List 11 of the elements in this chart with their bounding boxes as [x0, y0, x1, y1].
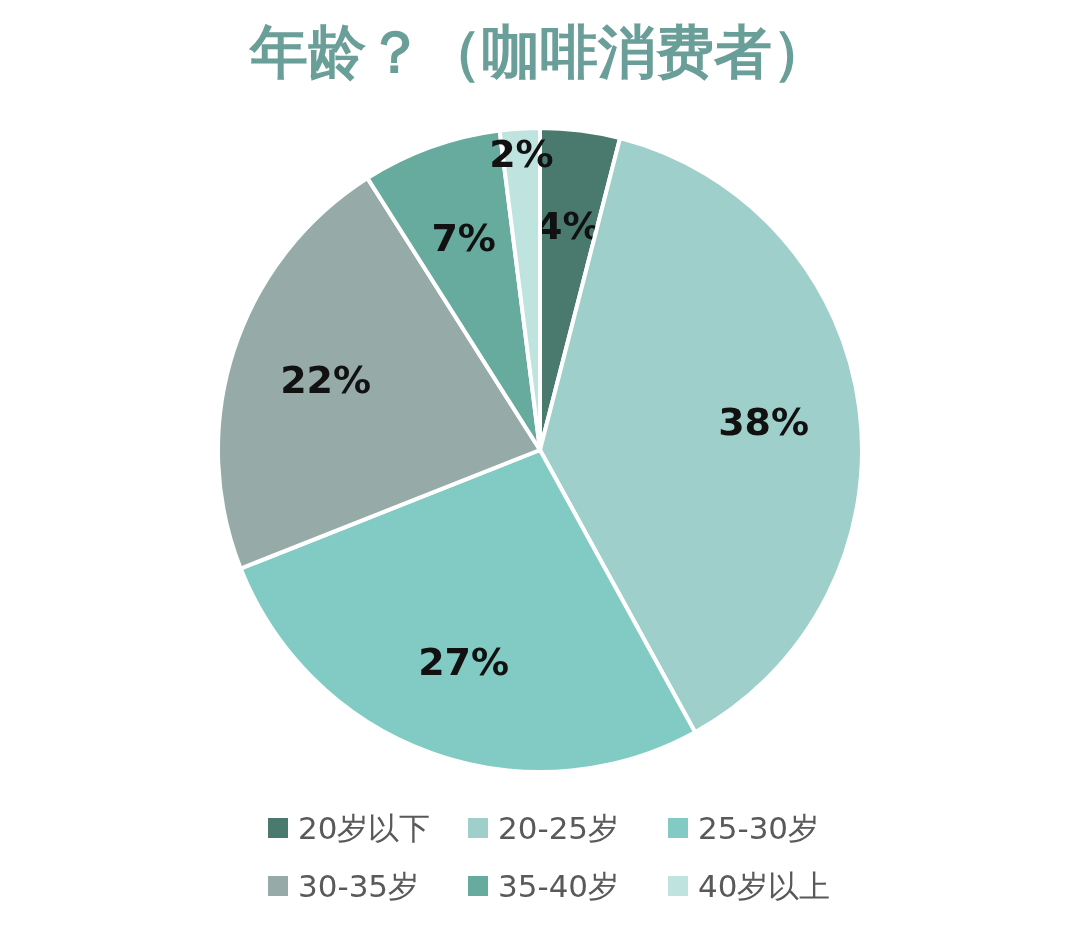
legend-label: 20-25岁: [498, 810, 620, 846]
legend-label: 25-30岁: [698, 810, 820, 846]
chart-title: 年龄？（咖啡消费者）: [248, 18, 830, 86]
legend-label: 20岁以下: [298, 810, 431, 846]
legend-label: 30-35岁: [298, 868, 420, 904]
data-label: 7%: [431, 215, 496, 260]
legend-label: 40岁以上: [698, 868, 831, 904]
data-label: 27%: [418, 640, 510, 685]
data-label: 38%: [718, 399, 810, 444]
legend-label: 35-40岁: [498, 868, 620, 904]
data-label: 22%: [280, 358, 372, 403]
